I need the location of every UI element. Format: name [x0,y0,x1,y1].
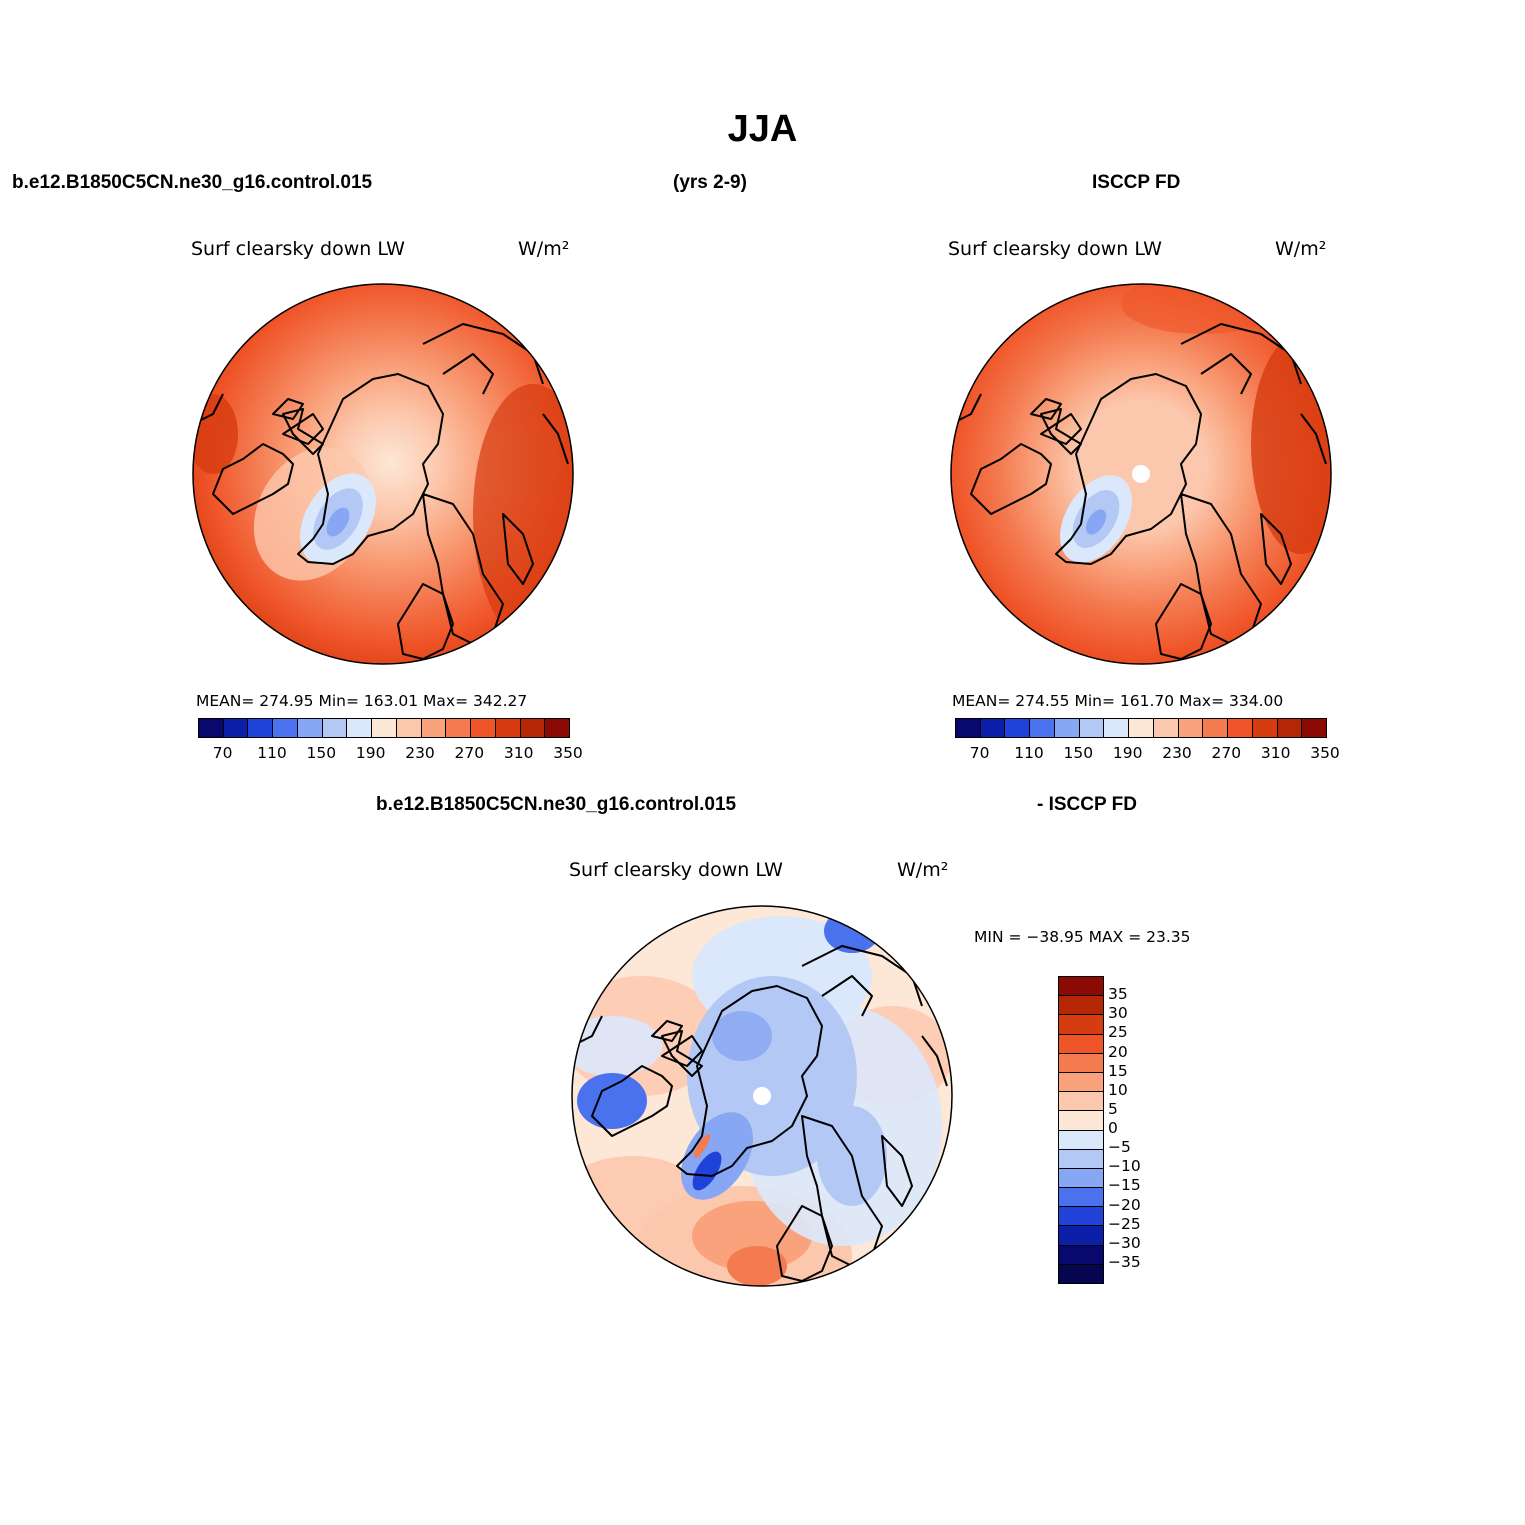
model-stats: MEAN= 274.95 Min= 163.01 Max= 342.27 [196,692,528,710]
case-name-label: b.e12.B1850C5CN.ne30_g16.control.015 [12,172,373,193]
colorbar-tick-label: −10 [1108,1157,1141,1176]
colorbar-tick-label: 310 [1260,744,1291,762]
colorbar-swatch [1129,719,1154,737]
diff-stats: MIN = −38.95 MAX = 23.35 [974,928,1191,946]
colorbar-swatch [396,719,422,737]
obs-colorbar [955,718,1327,738]
colorbar-tick-label: −35 [1108,1252,1141,1271]
colorbar-tick-label: −5 [1108,1138,1131,1157]
colorbar-tick-label: 20 [1108,1042,1128,1061]
colorbar-tick-label: 10 [1108,1080,1128,1099]
main-title: JJA [727,108,798,150]
colorbar-swatch [322,719,348,737]
colorbar-tick-label: 5 [1108,1099,1118,1118]
model-variable-title: Surf clearsky down LW [191,238,405,260]
colorbar-swatch [1059,1226,1103,1246]
colorbar-tick-label: 270 [454,744,485,762]
colorbar-swatch [1054,719,1080,737]
colorbar-swatch [471,719,496,737]
colorbar-swatch [1059,1245,1103,1265]
colorbar-swatch [1079,719,1105,737]
colorbar-swatch [520,719,546,737]
colorbar-swatch [1059,1149,1103,1169]
model-units: W/m² [518,238,570,260]
colorbar-tick-label: 150 [1063,744,1094,762]
colorbar-tick-label: 30 [1108,1004,1128,1023]
colorbar-tick-label: 230 [405,744,435,762]
colorbar-tick-label: 35 [1108,985,1128,1004]
colorbar-swatch [1059,1168,1103,1189]
colorbar-swatch [1203,719,1229,737]
diff-obs-name-label: - ISCCP FD [1037,794,1137,815]
colorbar-swatch [1059,1188,1103,1208]
colorbar-tick-label: 15 [1108,1061,1128,1080]
colorbar-swatch [199,719,224,737]
colorbar-tick-label: 110 [1014,744,1044,762]
colorbar-swatch [1277,719,1303,737]
colorbar-tick-label: 270 [1211,744,1242,762]
colorbar-tick-label: 150 [306,744,337,762]
colorbar-swatch [1059,1111,1103,1131]
colorbar-tick-label: 350 [1310,744,1340,762]
colorbar-tick-label: 110 [257,744,287,762]
colorbar-swatch [545,719,570,737]
colorbar-swatch [956,719,981,737]
colorbar-tick-label: −15 [1108,1176,1141,1195]
colorbar-swatch [223,719,249,737]
colorbar-swatch [980,719,1006,737]
colorbar-swatch [1005,719,1031,737]
colorbar-swatch [421,719,447,737]
obs-variable-title: Surf clearsky down LW [948,238,1162,260]
diff-case-name-label: b.e12.B1850C5CN.ne30_g16.control.015 [376,794,737,815]
colorbar-tick-label: 310 [503,744,534,762]
colorbar-swatch [1059,1207,1103,1227]
diff-units: W/m² [897,859,949,881]
obs-units: W/m² [1275,238,1327,260]
colorbar-tick-label: 190 [1112,744,1143,762]
colorbar-swatch [1153,719,1179,737]
diff-variable-title: Surf clearsky down LW [569,859,783,881]
colorbar-swatch [1178,719,1204,737]
obs-polar-map [950,283,1332,665]
colorbar-swatch [1059,1034,1103,1054]
colorbar-swatch [1252,719,1278,737]
colorbar-tick-label: 230 [1162,744,1192,762]
colorbar-swatch [1030,719,1055,737]
colorbar-swatch [273,719,298,737]
colorbar-swatch [1228,719,1253,737]
colorbar-swatch [1059,1264,1103,1283]
obs-name-label: ISCCP FD [1092,172,1181,193]
colorbar-swatch [1104,719,1130,737]
colorbar-swatch [1302,719,1327,737]
obs-stats: MEAN= 274.55 Min= 161.70 Max= 334.00 [952,692,1284,710]
colorbar-swatch [248,719,274,737]
colorbar-swatch [446,719,472,737]
colorbar-swatch [1059,977,1103,997]
colorbar-swatch [1059,1015,1103,1035]
colorbar-tick-label: 190 [355,744,386,762]
colorbar-swatch [372,719,397,737]
colorbar-tick-label: 0 [1108,1119,1118,1137]
model-colorbar [198,718,570,738]
colorbar-swatch [297,719,323,737]
colorbar-tick-label: 350 [553,744,583,762]
colorbar-swatch [495,719,521,737]
diff-colorbar [1058,976,1104,1284]
colorbar-swatch [1059,1072,1103,1093]
colorbar-swatch [347,719,373,737]
colorbar-tick-label: 70 [212,744,233,762]
colorbar-swatch [1059,1130,1103,1150]
model-polar-map [192,283,574,665]
colorbar-tick-label: −25 [1108,1214,1141,1233]
colorbar-tick-label: −20 [1108,1195,1141,1214]
colorbar-swatch [1059,1053,1103,1073]
colorbar-tick-label: 25 [1108,1023,1128,1042]
colorbar-swatch [1059,996,1103,1016]
diff-polar-map [571,905,953,1287]
years-label: (yrs 2-9) [673,172,747,193]
colorbar-swatch [1059,1092,1103,1112]
colorbar-tick-label: −30 [1108,1233,1141,1252]
colorbar-tick-label: 70 [969,744,990,762]
